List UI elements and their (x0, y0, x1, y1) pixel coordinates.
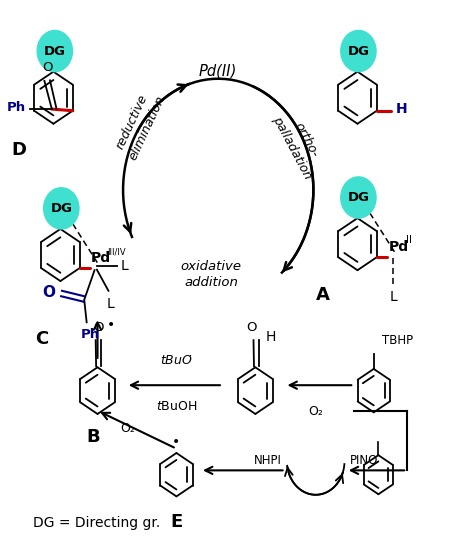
Text: Pd(II): Pd(II) (199, 63, 237, 78)
Text: $t$BuȮ: $t$BuȮ (160, 355, 193, 367)
Text: L: L (120, 259, 128, 273)
Text: H: H (265, 330, 276, 345)
Text: O₂: O₂ (308, 405, 323, 418)
Text: O: O (42, 61, 53, 74)
Text: •: • (173, 435, 181, 449)
Text: reductive
elimination: reductive elimination (111, 87, 167, 163)
Text: Ph: Ph (80, 328, 100, 341)
Text: D: D (11, 141, 26, 159)
Text: E: E (170, 513, 182, 530)
Text: III/IV: III/IV (108, 247, 126, 256)
Text: C: C (35, 330, 48, 348)
Text: H: H (395, 102, 407, 116)
Text: L: L (390, 290, 397, 304)
Circle shape (341, 177, 376, 218)
Text: DG = Directing gr.: DG = Directing gr. (33, 516, 160, 530)
Circle shape (44, 188, 79, 229)
Text: DG: DG (50, 202, 73, 215)
Text: O: O (246, 321, 257, 334)
Text: oxidative
addition: oxidative addition (181, 260, 242, 288)
Text: DG: DG (44, 44, 66, 58)
Text: A: A (316, 287, 329, 305)
Text: DG: DG (347, 191, 369, 204)
Text: TBHP: TBHP (383, 334, 413, 347)
Text: DG: DG (347, 44, 369, 58)
Text: •: • (107, 318, 115, 332)
Circle shape (341, 31, 376, 72)
Text: Pd: Pd (389, 240, 409, 254)
Text: O: O (93, 321, 104, 334)
Text: B: B (86, 427, 100, 446)
Text: ortho-
palladation: ortho- palladation (270, 106, 328, 181)
Text: II: II (406, 235, 411, 246)
Text: NHPI: NHPI (254, 454, 282, 466)
Text: Ph: Ph (7, 101, 26, 114)
Text: O: O (43, 286, 55, 300)
Text: L: L (107, 297, 114, 311)
Circle shape (37, 31, 73, 72)
Text: Pd: Pd (91, 251, 111, 265)
Text: O₂: O₂ (120, 421, 135, 435)
Text: PINO: PINO (350, 454, 378, 466)
Text: $t$BuOH: $t$BuOH (156, 400, 197, 413)
